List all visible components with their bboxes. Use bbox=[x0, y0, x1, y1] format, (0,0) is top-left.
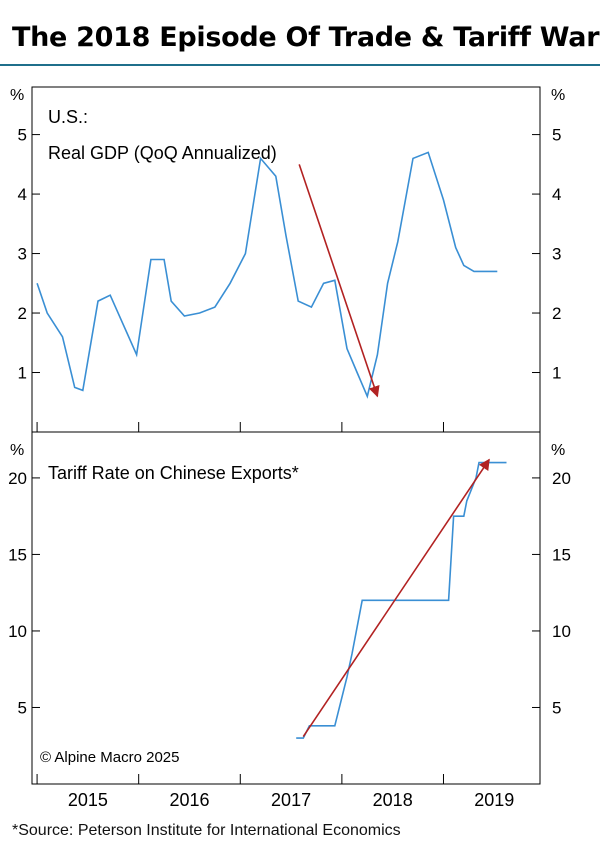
y-tick-label-left: 1 bbox=[18, 364, 27, 383]
x-tick-label: 2017 bbox=[271, 790, 311, 810]
x-tick-label: 2015 bbox=[68, 790, 108, 810]
tariff-panel-frame bbox=[31, 431, 541, 785]
y-tick-label-right: 3 bbox=[552, 245, 561, 264]
tariff-series-line bbox=[296, 461, 507, 739]
y-tick-label-left: 5 bbox=[18, 698, 27, 717]
y-tick-label-left: 5 bbox=[18, 126, 27, 145]
y-tick-label-right: 2 bbox=[552, 304, 561, 323]
gdp-panel-title: U.S.: bbox=[48, 107, 88, 127]
y-tick-label-right: 4 bbox=[552, 185, 561, 204]
tariff-unit-right: % bbox=[551, 442, 565, 459]
copyright-label: © Alpine Macro 2025 bbox=[40, 749, 179, 766]
y-tick-label-left: 20 bbox=[8, 469, 27, 488]
y-tick-label-right: 5 bbox=[552, 698, 561, 717]
gdp-unit-left: % bbox=[10, 87, 24, 104]
tariff-unit-left: % bbox=[10, 442, 24, 459]
gdp-series-line bbox=[36, 151, 498, 399]
y-tick-label-right: 15 bbox=[552, 545, 571, 564]
y-tick-label-left: 2 bbox=[18, 304, 27, 323]
y-tick-label-left: 15 bbox=[8, 545, 27, 564]
title-rule bbox=[0, 64, 600, 66]
y-tick-label-left: 3 bbox=[18, 245, 27, 264]
y-tick-label-right: 1 bbox=[552, 364, 561, 383]
y-tick-label-left: 4 bbox=[18, 185, 27, 204]
gdp-panel-frame bbox=[31, 86, 541, 433]
y-tick-label-right: 5 bbox=[552, 126, 561, 145]
y-tick-label-right: 20 bbox=[552, 469, 571, 488]
source-note: *Source: Peterson Institute for Internat… bbox=[12, 822, 401, 839]
gdp-unit-right: % bbox=[551, 87, 565, 104]
gdp-trend-arrow bbox=[298, 164, 380, 398]
y-tick-label-left: 10 bbox=[8, 622, 27, 641]
tariff-trend-arrow bbox=[302, 458, 490, 738]
chart-title: The 2018 Episode Of Trade & Tariff War bbox=[12, 22, 600, 53]
y-tick-label-right: 10 bbox=[552, 622, 571, 641]
x-tick-label: 2019 bbox=[474, 790, 514, 810]
x-tick-label: 2018 bbox=[373, 790, 413, 810]
tariff-panel-title: Tariff Rate on Chinese Exports* bbox=[48, 463, 299, 483]
gdp-panel-subtitle: Real GDP (QoQ Annualized) bbox=[48, 143, 277, 163]
x-tick-label: 2016 bbox=[169, 790, 209, 810]
